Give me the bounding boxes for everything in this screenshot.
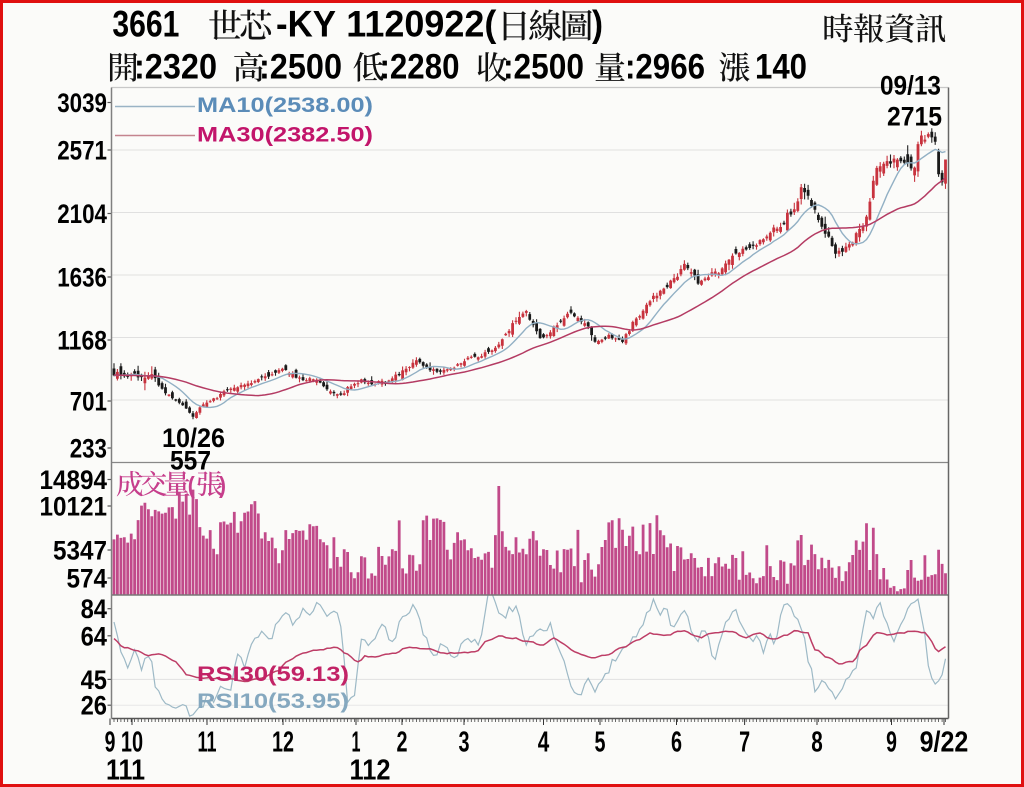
svg-text:2: 2 bbox=[397, 727, 408, 759]
svg-text:11: 11 bbox=[198, 727, 217, 759]
svg-text:2571: 2571 bbox=[57, 136, 107, 166]
svg-text:84: 84 bbox=[81, 594, 108, 624]
svg-text:9: 9 bbox=[105, 727, 116, 759]
svg-text:09/13: 09/13 bbox=[880, 71, 941, 101]
svg-text:10/26: 10/26 bbox=[162, 423, 225, 453]
svg-text:7: 7 bbox=[739, 727, 750, 759]
svg-text:111: 111 bbox=[106, 755, 145, 787]
svg-text:14894: 14894 bbox=[40, 465, 108, 495]
svg-text:): ) bbox=[219, 472, 226, 498]
svg-text:3039: 3039 bbox=[57, 88, 107, 118]
svg-text:10121: 10121 bbox=[40, 492, 108, 522]
svg-text:1120922(: 1120922( bbox=[346, 4, 497, 45]
svg-text:2715: 2715 bbox=[887, 102, 942, 132]
svg-text:8: 8 bbox=[811, 727, 823, 759]
svg-text:4: 4 bbox=[538, 727, 550, 759]
svg-text::2500: :2500 bbox=[503, 47, 584, 87]
svg-text:RSI10(53.95): RSI10(53.95) bbox=[197, 690, 349, 713]
svg-text:26: 26 bbox=[81, 691, 107, 721]
svg-text:3: 3 bbox=[459, 727, 470, 759]
svg-text:MA10(2538.00): MA10(2538.00) bbox=[197, 94, 373, 117]
svg-text::2966: :2966 bbox=[625, 47, 705, 87]
svg-text:5347: 5347 bbox=[53, 536, 107, 566]
svg-text:233: 233 bbox=[70, 434, 107, 464]
svg-text:): ) bbox=[592, 4, 603, 45]
svg-text:1636: 1636 bbox=[57, 263, 107, 293]
svg-text::2280: :2280 bbox=[380, 47, 460, 87]
svg-text:701: 701 bbox=[70, 387, 107, 417]
svg-text:9/22: 9/22 bbox=[920, 727, 969, 759]
svg-text:6: 6 bbox=[671, 727, 682, 759]
svg-text:112: 112 bbox=[350, 755, 391, 787]
svg-text:557: 557 bbox=[170, 446, 211, 476]
svg-text::2320: :2320 bbox=[134, 47, 217, 87]
svg-text:RSI30(59.13): RSI30(59.13) bbox=[197, 663, 349, 686]
svg-text:5: 5 bbox=[595, 727, 606, 759]
svg-text:9: 9 bbox=[886, 727, 897, 759]
svg-text:64: 64 bbox=[81, 621, 108, 651]
svg-text:2104: 2104 bbox=[57, 199, 107, 229]
svg-text:1: 1 bbox=[352, 727, 361, 759]
svg-text:140: 140 bbox=[755, 47, 807, 87]
svg-text:(: ( bbox=[188, 472, 195, 498]
svg-text:-KY: -KY bbox=[276, 4, 336, 45]
svg-text:12: 12 bbox=[272, 727, 294, 759]
svg-text:45: 45 bbox=[81, 665, 107, 695]
svg-text:574: 574 bbox=[67, 564, 108, 594]
svg-text::2500: :2500 bbox=[259, 47, 342, 87]
svg-text:MA30(2382.50): MA30(2382.50) bbox=[197, 124, 373, 147]
svg-text:10: 10 bbox=[121, 727, 143, 759]
svg-text:3661: 3661 bbox=[112, 4, 179, 45]
svg-text:1168: 1168 bbox=[57, 326, 107, 356]
